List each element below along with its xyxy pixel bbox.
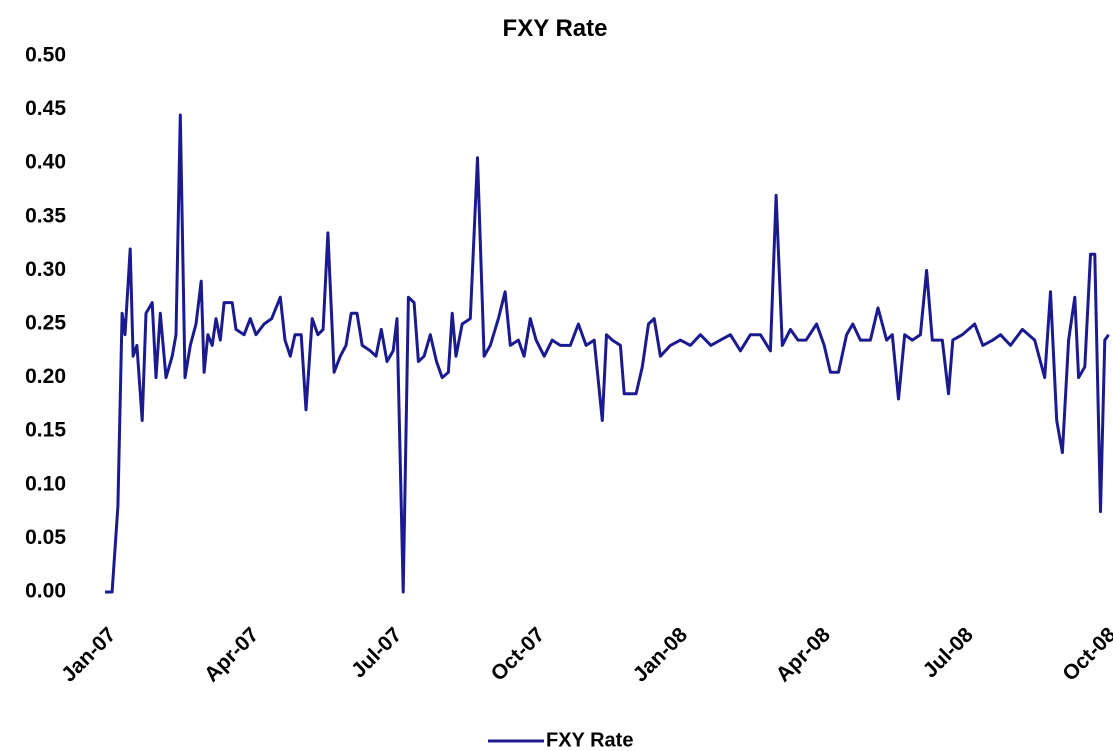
y-tick-label: 0.40 xyxy=(25,151,66,174)
y-tick-label: 0.00 xyxy=(25,580,66,603)
y-tick-label: 0.35 xyxy=(25,204,66,227)
legend-label: FXY Rate xyxy=(546,729,633,751)
y-tick-label: 0.45 xyxy=(25,97,66,120)
x-tick-label: Apr-08 xyxy=(772,623,836,687)
y-tick-label: 0.20 xyxy=(25,365,66,388)
data-line xyxy=(105,113,1110,594)
x-tick-label: Apr-07 xyxy=(200,623,263,686)
x-tick-label: Oct-08 xyxy=(1058,623,1113,686)
x-tick-label: Oct-07 xyxy=(487,623,549,685)
y-tick-label: 0.10 xyxy=(25,472,66,495)
y-tick-label: 0.05 xyxy=(25,526,66,549)
x-tick-label: Jul-07 xyxy=(347,623,406,682)
y-tick-label: 0.30 xyxy=(25,258,66,281)
x-tick-label: Jan-08 xyxy=(629,623,693,687)
x-tick-label: Jan-07 xyxy=(57,623,120,686)
x-tick-label: Jul-08 xyxy=(919,623,978,682)
y-tick-label: 0.25 xyxy=(25,312,66,335)
y-tick-label: 0.15 xyxy=(25,419,66,442)
chart-title: FXY Rate xyxy=(503,15,608,42)
y-tick-label: 0.50 xyxy=(25,44,66,67)
